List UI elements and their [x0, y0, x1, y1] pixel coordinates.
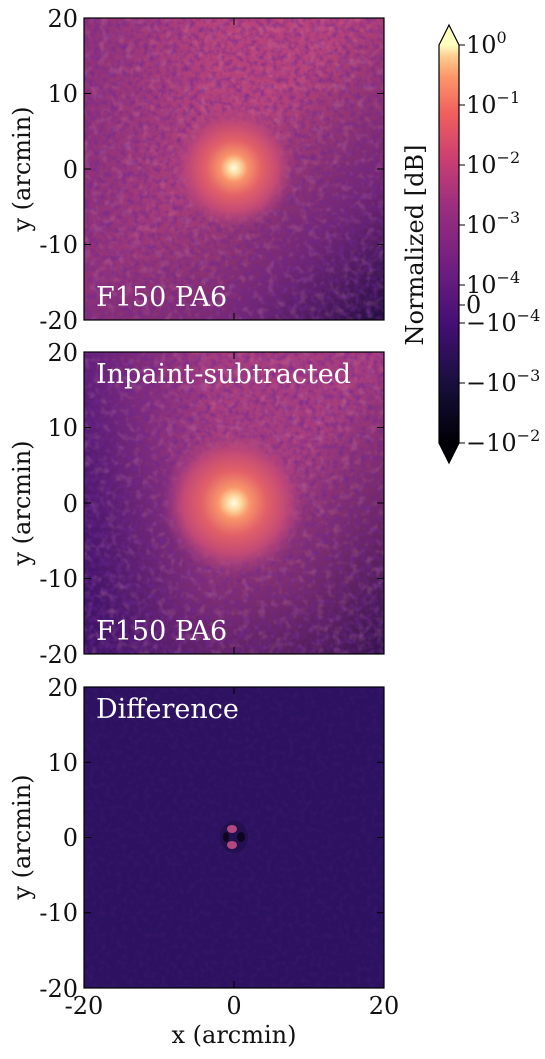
panel-3-ytick-label: 20 [47, 674, 78, 702]
colorbar-tick-label: −10−2 [466, 426, 540, 457]
panel-3-xlabel: x (arcmin) [171, 1021, 296, 1049]
panel-3: Difference y (arcmin) x (arcmin) 20 10 0 [8, 674, 399, 1049]
panel-2-yticks [83, 351, 385, 655]
colorbar-tick-label: −10−4 [466, 306, 540, 337]
panel-3-ytick-label: 10 [47, 749, 78, 777]
panel-1-peak [172, 106, 296, 230]
colorbar-tick-label: 10−2 [466, 148, 520, 179]
panel-2-ytick-label: -10 [39, 565, 78, 593]
panel-2: Inpaint-subtracted F150 PA6 y (arcmin) 2… [8, 339, 385, 669]
panel-1-yticks [83, 17, 385, 321]
panel-2-ytick-labels: 20 10 0 -10 -20 [39, 339, 78, 669]
colorbar-tick-label: 10−4 [466, 268, 520, 299]
panel-2-image [84, 352, 384, 654]
panel-2-ytick-label: 0 [63, 490, 78, 518]
panel-1: F150 PA6 y (arcmin) 20 10 0 -10 -20 [8, 5, 385, 335]
colorbar-extend-min [439, 443, 459, 463]
panel-3-ylabel: y (arcmin) [8, 774, 36, 900]
colorbar-tick-labels: 100 10−1 10−2 10−3 10−4 0 −10−4 −10−3 −1… [466, 28, 540, 457]
panel-3-xtick-labels: -20 0 20 [65, 992, 400, 1020]
panel-1-annotation-bottom: F150 PA6 [96, 282, 227, 313]
panel-3-xtick-label: 0 [226, 992, 241, 1020]
panel-2-ytick-label: -20 [39, 641, 78, 669]
colorbar-tick-label: −10−3 [466, 366, 540, 397]
colorbar-extend-max [439, 25, 459, 45]
colorbar-label: Normalized [dB] [401, 145, 429, 346]
panel-2-ytick-label: 20 [47, 339, 78, 367]
panel-1-ytick-label: -20 [39, 307, 78, 335]
panel-2-ylabel: y (arcmin) [8, 440, 36, 566]
panel-3-xtick-label: 20 [369, 992, 400, 1020]
colorbar-gradient [439, 45, 459, 443]
panel-1-ytick-labels: 20 10 0 -10 -20 [39, 5, 78, 335]
panel-2-ytick-label: 10 [47, 414, 78, 442]
colorbar-tick-label-zero: 0 [466, 291, 481, 319]
panel-1-image [84, 18, 384, 320]
panel-3-ticks [83, 686, 385, 989]
panel-3-residual [220, 821, 248, 853]
panel-2-peak [162, 431, 306, 575]
panel-3-ytick-label: -20 [39, 975, 78, 1003]
panel-3-ytick-label: 0 [63, 824, 78, 852]
panel-3-image [84, 687, 384, 988]
colorbar-tick-label: 10−3 [466, 208, 520, 239]
panel-3-xtick-label: -20 [65, 992, 104, 1020]
panel-3-ytick-labels: 20 10 0 -10 -20 [39, 674, 78, 1003]
panel-1-ytick-label: 20 [47, 5, 78, 33]
panel-1-ylabel: y (arcmin) [8, 106, 36, 232]
panel-1-ytick-label: -10 [39, 231, 78, 259]
panel-2-annotation-top: Inpaint-subtracted [96, 359, 351, 390]
colorbar-tick-label: 100 [466, 28, 507, 59]
panel-3-annotation-top: Difference [96, 694, 239, 725]
colorbar-tick-label: 10−1 [466, 88, 520, 119]
colorbar-ticks [459, 44, 465, 444]
panel-3-ytick-label: -10 [39, 899, 78, 927]
panel-1-ytick-label: 0 [63, 156, 78, 184]
colorbar: 100 10−1 10−2 10−3 10−4 0 −10−4 −10−3 −1… [401, 23, 540, 465]
panel-1-ytick-label: 10 [47, 80, 78, 108]
panel-2-annotation-bottom: F150 PA6 [96, 616, 227, 647]
